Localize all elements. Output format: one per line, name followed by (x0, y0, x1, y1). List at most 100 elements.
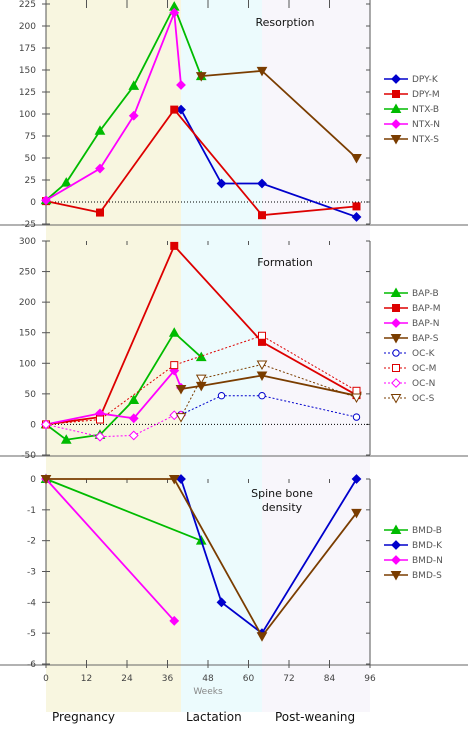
legend-item: OC-K (384, 349, 436, 359)
legend-label: OC-M (412, 364, 436, 374)
data-point (60, 434, 72, 444)
data-point (351, 393, 362, 404)
phase-band-0 (46, 0, 181, 712)
legend-marker (392, 364, 400, 372)
data-point (257, 178, 267, 189)
legend-marker (392, 90, 400, 98)
y-tick-label: 125 (19, 88, 36, 98)
data-point (170, 361, 179, 370)
legend-marker (391, 74, 401, 84)
legend-label: NTX-B (412, 105, 439, 115)
panel-0: -25 0 25 50 75 100 125 150 175 200 225 Resorption DP… (0, 0, 468, 230)
data-point (128, 394, 140, 404)
legend-label: BAP-B (412, 289, 439, 299)
legend-item: BMD-N (384, 555, 443, 566)
legend-label: BAP-N (412, 319, 440, 329)
data-point (169, 7, 180, 18)
legend-label: NTX-S (412, 135, 439, 145)
data-point (217, 391, 226, 400)
series-line (45, 335, 357, 425)
chart-title: Spine bone (251, 487, 313, 500)
data-point (94, 125, 106, 135)
phase-labels: Pregnancy Lactation Post-weaning (52, 710, 355, 724)
y-tick-label: -4 (27, 598, 36, 608)
legend-label: NTX-N (412, 120, 440, 130)
data-point (169, 365, 180, 376)
y-tick-label: 50 (25, 390, 37, 400)
data-point (128, 413, 139, 424)
data-point (195, 72, 207, 82)
data-point (41, 419, 51, 430)
legend-label: BAP-M (412, 304, 441, 314)
phase-band-1 (181, 0, 262, 712)
data-point (96, 415, 104, 424)
y-tick-label: -6 (27, 660, 36, 670)
data-point (168, 327, 180, 337)
data-point (258, 211, 266, 220)
y-tick-label: 100 (19, 359, 36, 369)
phase-backgrounds (46, 0, 370, 712)
legend-item: BAP-S (384, 334, 439, 344)
legend-marker (390, 135, 402, 145)
y-tick-label: 25 (25, 176, 36, 186)
legend-item: BAP-M (384, 304, 441, 314)
data-point (258, 331, 266, 340)
legend-item: NTX-B (384, 103, 439, 115)
legend-item: OC-N (384, 378, 435, 389)
x-axis-label: Weeks (193, 687, 223, 697)
y-tick-label: 175 (19, 44, 36, 54)
data-point (352, 202, 361, 211)
legend-item: BAP-N (384, 318, 440, 329)
x-tick-label: 84 (324, 674, 336, 684)
legend-item: NTX-N (384, 119, 440, 130)
series-line (45, 331, 202, 441)
data-point (128, 110, 139, 121)
legend-label: BMD-S (412, 571, 442, 581)
series-line (180, 109, 357, 218)
x-tick-label: 72 (283, 674, 294, 684)
legend-label: OC-S (412, 394, 435, 404)
data-point (41, 195, 51, 206)
legend-marker (392, 304, 400, 312)
y-tick-label: 0 (30, 420, 36, 430)
data-point (170, 105, 179, 114)
phase-label-0: Pregnancy (52, 710, 115, 724)
legend-marker (390, 394, 402, 404)
legend-label: BAP-S (412, 334, 439, 344)
x-tick-label: 0 (43, 674, 49, 684)
data-point (175, 413, 187, 423)
legend-item: OC-S (384, 394, 435, 404)
legend-item: BMD-B (384, 524, 442, 536)
chart-title: density (262, 501, 303, 514)
legend-marker (390, 103, 402, 113)
y-tick-label: 200 (19, 22, 36, 32)
series-line (180, 395, 357, 418)
y-tick-label: -1 (27, 506, 36, 516)
phase-label-1: Lactation (186, 710, 242, 724)
y-tick-label: 300 (19, 237, 36, 247)
y-tick-label: 225 (19, 0, 36, 10)
legend-item: DPY-M (384, 90, 440, 100)
legend-marker (391, 540, 401, 550)
x-axis: Weeks 0 12 24 36 48 60 72 84 96 (43, 660, 376, 697)
y-tick-label: -50 (21, 451, 36, 461)
panel-1: -50 0 50 100 150 200 250 300 Formation BAP-B BAP-M… (0, 237, 468, 461)
chart-panels: -250255075100125150175200225ResorptionDP… (0, 0, 468, 670)
data-point (170, 241, 179, 250)
y-tick-label: 100 (19, 110, 36, 120)
y-tick-label: 0 (30, 475, 36, 485)
data-point (95, 163, 105, 174)
chart-title: Resorption (256, 16, 315, 29)
data-point (40, 475, 52, 485)
legend-item: BAP-B (384, 287, 439, 299)
data-point (352, 386, 361, 395)
data-point (216, 597, 227, 608)
series-line (180, 478, 358, 635)
legend-marker (390, 524, 402, 534)
data-point (256, 632, 268, 642)
data-point (96, 208, 104, 217)
data-point (60, 177, 72, 187)
legend-label: BMD-K (412, 541, 443, 551)
y-tick-label: -3 (27, 568, 36, 578)
